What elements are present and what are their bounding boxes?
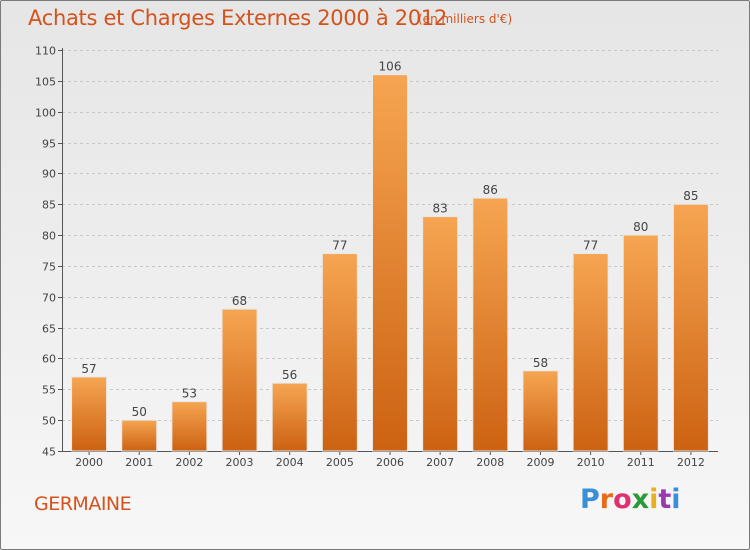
bar-2005 bbox=[321, 253, 358, 452]
y-tick-label: 105 bbox=[35, 76, 56, 89]
x-tick-label: 2005 bbox=[326, 456, 354, 469]
data-label: 85 bbox=[683, 189, 698, 203]
y-tick-label: 90 bbox=[42, 168, 56, 181]
bar-2009 bbox=[522, 370, 559, 452]
chart-title: Achats et Charges Externes 2000 à 2012 bbox=[28, 6, 448, 30]
x-tick-label: 2009 bbox=[526, 456, 554, 469]
y-tick-label: 60 bbox=[42, 353, 56, 366]
bar-2006 bbox=[372, 74, 408, 452]
bar-2010 bbox=[572, 253, 609, 452]
y-tick-label: 100 bbox=[35, 107, 56, 120]
x-tick-label: 2006 bbox=[376, 456, 404, 469]
y-tick-label: 50 bbox=[42, 415, 56, 428]
labels: 45 50 55 60 65 70 75 80 85 90 95 100 105 110 57 2000 50 2… bbox=[35, 45, 705, 470]
data-label: 58 bbox=[533, 356, 548, 370]
x-tick-label: 2011 bbox=[627, 456, 655, 469]
y-tick-label: 85 bbox=[42, 199, 56, 212]
x-tick-label: 2010 bbox=[577, 456, 605, 469]
x-tick-label: 2002 bbox=[175, 456, 203, 469]
logo-letter: t bbox=[658, 484, 672, 515]
y-tick-label: 45 bbox=[42, 446, 56, 459]
logo-letter: r bbox=[599, 484, 614, 515]
data-label: 50 bbox=[132, 405, 147, 419]
y-tick-label: 95 bbox=[42, 138, 56, 151]
bar-2002 bbox=[171, 401, 208, 452]
logo-letter: i bbox=[649, 484, 659, 515]
data-label: 77 bbox=[583, 239, 598, 253]
bar-2008 bbox=[472, 197, 509, 452]
x-tick-label: 2012 bbox=[677, 456, 705, 469]
gridlines bbox=[62, 50, 718, 452]
y-tick-label: 75 bbox=[42, 261, 56, 274]
data-label: 57 bbox=[81, 362, 96, 376]
proxiti-logo[interactable]: Proxiti bbox=[580, 484, 681, 515]
y-tick-label: 110 bbox=[35, 45, 56, 58]
y-tick-label: 80 bbox=[42, 230, 56, 243]
data-label: 83 bbox=[433, 202, 448, 216]
x-tick-label: 2007 bbox=[426, 456, 454, 469]
bar-2004 bbox=[271, 382, 308, 452]
y-tick-label: 70 bbox=[42, 292, 56, 305]
logo-letter: x bbox=[631, 484, 650, 515]
data-label: 106 bbox=[379, 60, 402, 74]
bars bbox=[71, 74, 709, 452]
x-tick-label: 2000 bbox=[75, 456, 103, 469]
x-tick-label: 2003 bbox=[226, 456, 254, 469]
x-tick-label: 2004 bbox=[276, 456, 304, 469]
data-label: 80 bbox=[633, 220, 648, 234]
chart-subtitle: (en milliers d'€) bbox=[418, 12, 513, 26]
logo-letter: P bbox=[580, 484, 600, 515]
y-tick-label: 65 bbox=[42, 323, 56, 336]
data-label: 53 bbox=[182, 387, 197, 401]
y-tick-label: 55 bbox=[42, 384, 56, 397]
bar-2003 bbox=[221, 308, 258, 452]
logo-letter: i bbox=[671, 484, 681, 515]
bar-2001 bbox=[121, 419, 158, 452]
data-label: 56 bbox=[282, 368, 297, 382]
bar-2000 bbox=[71, 376, 108, 452]
data-label: 86 bbox=[483, 183, 498, 197]
bar-2007 bbox=[422, 216, 459, 452]
logo-letter: o bbox=[613, 484, 632, 515]
x-tick-label: 2008 bbox=[476, 456, 504, 469]
commune-name: GERMAINE bbox=[34, 493, 132, 515]
data-label: 77 bbox=[332, 239, 347, 253]
x-tick-label: 2001 bbox=[125, 456, 153, 469]
data-label: 68 bbox=[232, 294, 247, 308]
bar-2011 bbox=[622, 234, 659, 452]
bar-2012 bbox=[672, 203, 709, 452]
